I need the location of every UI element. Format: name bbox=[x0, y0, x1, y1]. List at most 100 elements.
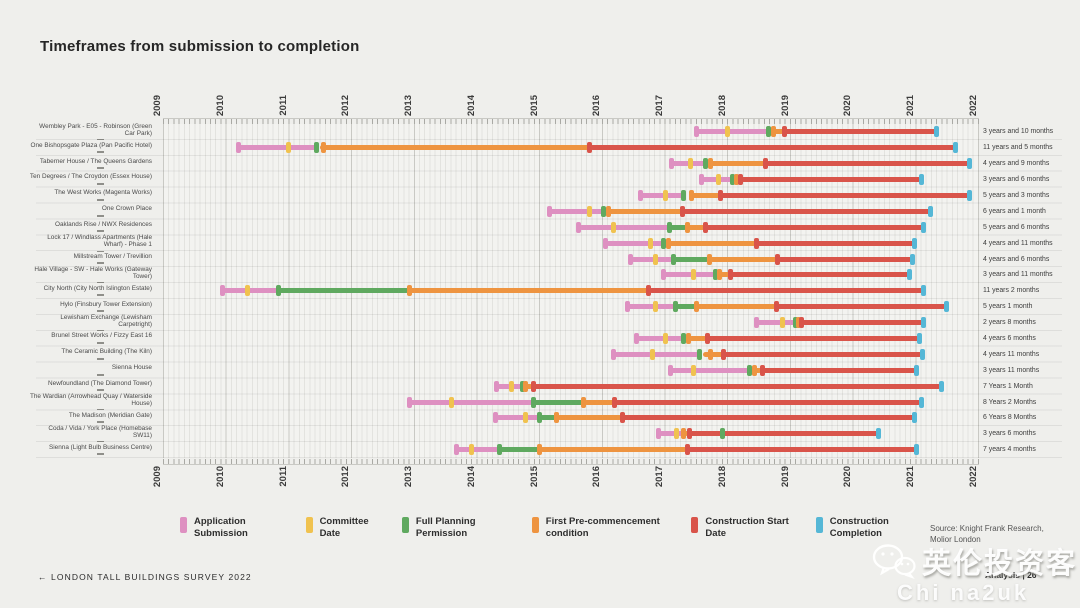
milestone-green bbox=[673, 301, 679, 313]
row-tick bbox=[97, 373, 104, 376]
year-tick-label: 2022 bbox=[968, 466, 979, 488]
timeline-row bbox=[163, 235, 979, 251]
building-label: Wembley Park - E05 - Robinson (Green Car… bbox=[39, 123, 152, 140]
building-label: One Crown Place bbox=[28, 203, 156, 219]
segment-pink bbox=[222, 288, 279, 294]
milestone-orange bbox=[684, 221, 690, 233]
segment-red bbox=[648, 288, 924, 294]
duration-labels-column: 3 years and 10 months 11 years and 5 mont… bbox=[983, 124, 1078, 458]
milestone-blue bbox=[921, 221, 927, 233]
segment-orange bbox=[667, 240, 757, 246]
milestone-pink bbox=[634, 333, 640, 345]
segment-green bbox=[533, 399, 584, 405]
month-ticks-bottom bbox=[163, 459, 979, 465]
segment-orange bbox=[523, 383, 534, 389]
milestone-pink bbox=[219, 285, 225, 297]
segment-red bbox=[533, 383, 942, 389]
milestone-red bbox=[799, 317, 805, 329]
building-label: Newfoundland (The Diamond Tower) bbox=[28, 378, 156, 394]
duration-label: 3 years and 6 months bbox=[983, 176, 1050, 184]
milestone-pink bbox=[546, 205, 552, 217]
year-tick-label: 2018 bbox=[716, 466, 728, 488]
segment-red bbox=[765, 161, 970, 167]
segment-orange bbox=[687, 224, 706, 230]
milestone-blue bbox=[928, 205, 934, 217]
x-axis-bottom: 2009 2010 2011 2012 2013 2014 2015 2016 2017 2018… bbox=[0, 466, 1080, 510]
segment-orange bbox=[771, 129, 785, 135]
duration-label: 4 years and 6 months bbox=[983, 255, 1050, 263]
x-axis-top: 2009 2010 2011 2012 2013 2014 2015 2016 2017 2018… bbox=[0, 72, 1080, 116]
milestone-yellow bbox=[647, 237, 653, 249]
building-label: Sienna (Light Bulb Business Centre) bbox=[28, 442, 156, 458]
milestone-yellow bbox=[523, 412, 529, 424]
segment-green bbox=[278, 288, 410, 294]
building-label: City North (City North Islington Estate) bbox=[28, 283, 156, 299]
duration-label: 8 Years 2 Months bbox=[983, 398, 1037, 406]
milestone-green bbox=[793, 317, 799, 329]
row-tick bbox=[97, 198, 104, 201]
milestone-blue bbox=[938, 380, 944, 392]
year-tick-label: 2015 bbox=[528, 466, 540, 488]
timeline-row bbox=[163, 188, 979, 204]
milestone-yellow bbox=[650, 348, 656, 360]
milestone-orange bbox=[406, 285, 412, 297]
milestone-green bbox=[530, 396, 536, 408]
milestone-pink bbox=[406, 396, 412, 408]
year-tick-label: 2016 bbox=[591, 94, 603, 116]
timeline-row bbox=[163, 378, 979, 394]
segment-red bbox=[723, 351, 923, 357]
year-tick-label: 2019 bbox=[779, 466, 791, 488]
row-tick bbox=[97, 421, 104, 424]
row-tick bbox=[97, 341, 104, 344]
timeline-row bbox=[163, 124, 979, 140]
milestone-green bbox=[275, 285, 281, 297]
legend-item: Full Planning Permission bbox=[401, 516, 506, 540]
segment-orange bbox=[539, 447, 688, 453]
milestone-blue bbox=[943, 301, 949, 313]
row-tick bbox=[97, 409, 104, 411]
legend-label: Committee Date bbox=[319, 516, 369, 539]
duration-label: 4 years 6 months bbox=[983, 335, 1036, 343]
milestone-pink bbox=[667, 364, 673, 376]
milestone-yellow bbox=[245, 285, 251, 297]
year-tick-label: 2013 bbox=[403, 94, 415, 116]
segment-orange bbox=[689, 193, 721, 198]
milestone-red bbox=[753, 237, 759, 249]
milestone-pink bbox=[694, 126, 700, 138]
timeline-row bbox=[163, 172, 979, 188]
legend-chip-pink bbox=[180, 517, 187, 533]
wechat-icon bbox=[872, 544, 916, 579]
segment-red bbox=[777, 256, 913, 262]
legend-chip-yellow bbox=[305, 517, 313, 533]
year-tick-label: 2014 bbox=[465, 94, 477, 116]
milestone-red bbox=[646, 285, 652, 297]
duration-label: 3 years 6 months bbox=[983, 430, 1036, 438]
milestone-red bbox=[717, 190, 723, 201]
segment-pink bbox=[630, 256, 674, 262]
building-label: Millstream Tower / Trevillion bbox=[28, 251, 156, 267]
segment-red bbox=[776, 304, 947, 310]
milestone-orange bbox=[320, 142, 326, 154]
milestone-orange bbox=[537, 444, 543, 456]
year-tick-label: 2021 bbox=[905, 94, 917, 116]
milestone-orange bbox=[689, 190, 695, 201]
segment-orange bbox=[709, 256, 778, 262]
legend-item: Construction Completion bbox=[815, 516, 920, 540]
row-tick bbox=[97, 230, 104, 233]
timeline-row bbox=[163, 315, 979, 331]
milestone-blue bbox=[934, 126, 940, 138]
milestone-blue bbox=[906, 269, 912, 281]
milestone-orange bbox=[733, 174, 739, 186]
milestone-green bbox=[681, 190, 687, 201]
row-tick bbox=[97, 182, 104, 185]
milestone-green bbox=[601, 205, 607, 217]
year-tick-label: 2021 bbox=[905, 466, 917, 488]
building-label: The Wardian (Arrowhead Quay / Waterside … bbox=[29, 393, 152, 411]
year-tick-label: 2010 bbox=[214, 466, 226, 488]
milestone-blue bbox=[918, 174, 924, 186]
year-tick-label: 2010 bbox=[214, 94, 226, 116]
building-label: Hylo (Finsbury Tower Extension) bbox=[28, 299, 156, 315]
milestone-yellow bbox=[690, 269, 696, 281]
survey-footer-link[interactable]: ← LONDON TALL BUILDINGS SURVEY 2022 bbox=[38, 572, 252, 582]
segment-pink bbox=[578, 224, 670, 230]
